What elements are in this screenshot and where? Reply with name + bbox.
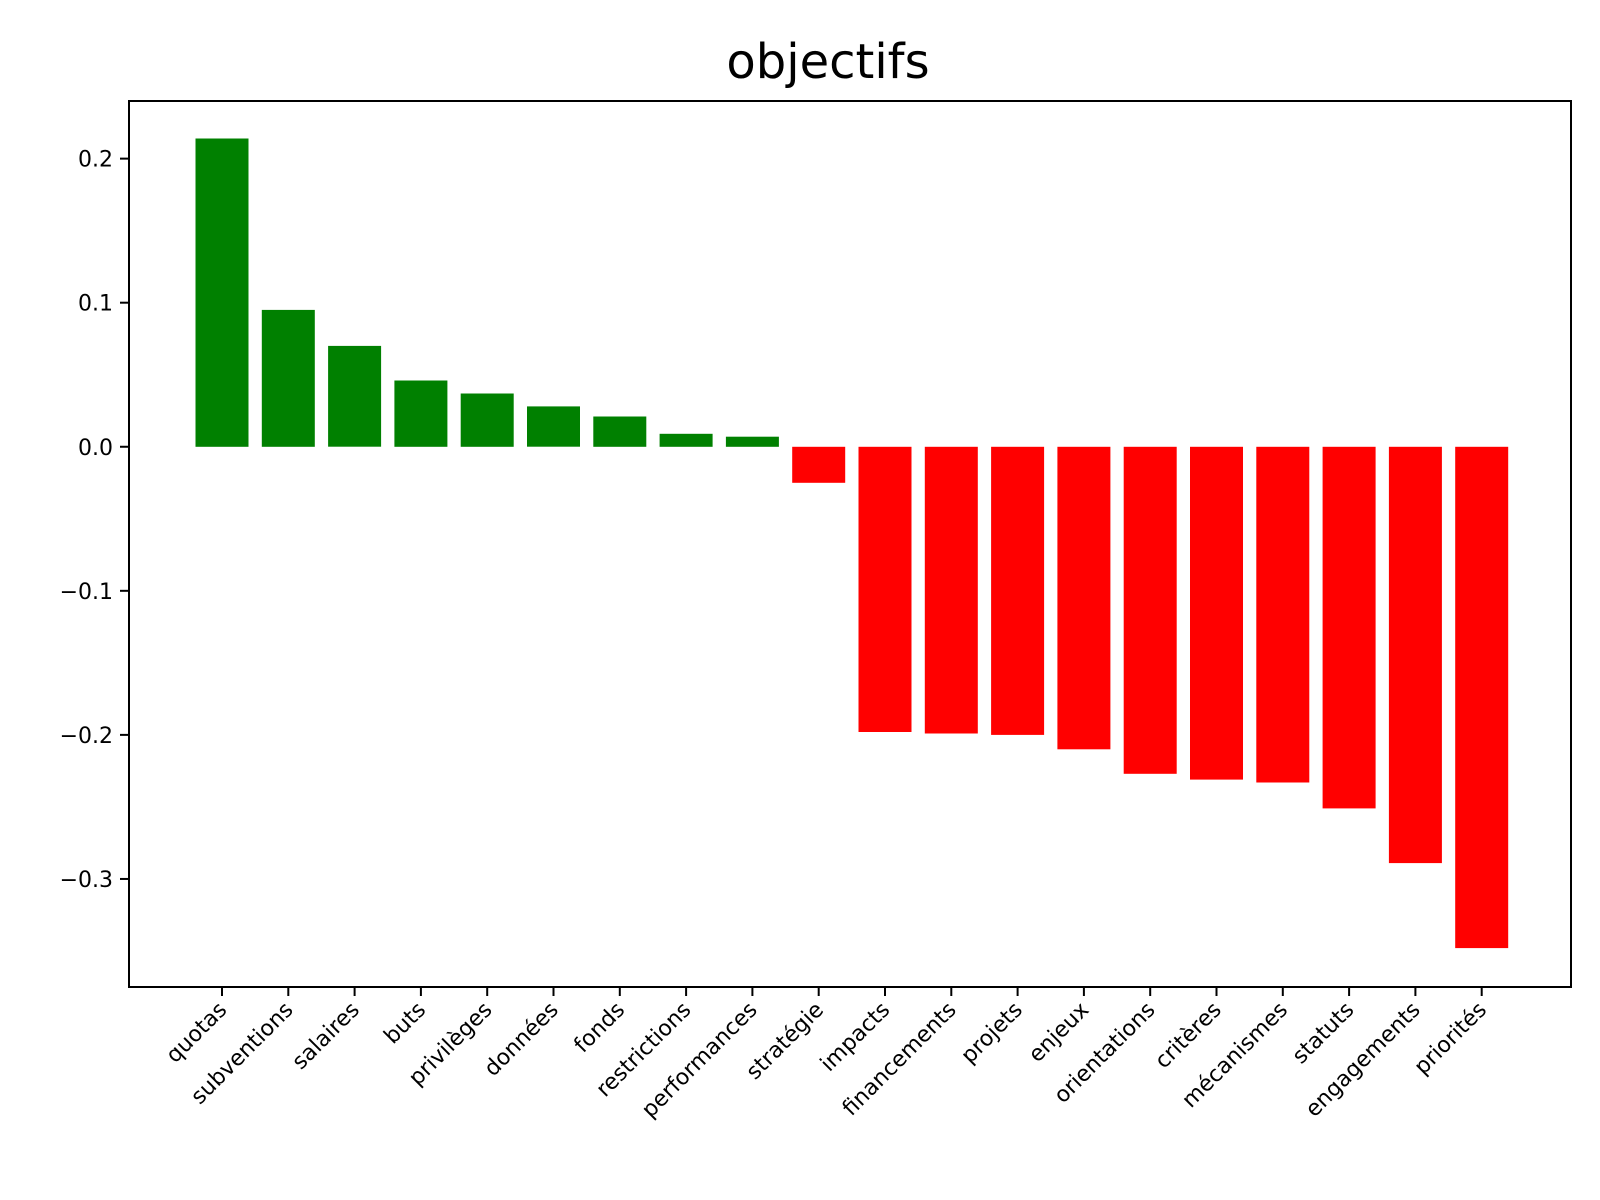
bar-2	[261, 309, 315, 447]
bar-16	[1190, 446, 1243, 780]
bar-15	[1123, 446, 1177, 774]
bar-7	[593, 416, 647, 447]
y-axis: 0.2 0.1 0.0 −0.1 −0.2 −0.3	[60, 148, 129, 893]
bar-13	[991, 446, 1045, 735]
chart-title: objectifs	[726, 34, 929, 90]
x-tick-label: salaires	[288, 998, 365, 1075]
bar-10	[792, 446, 846, 483]
x-tick-label: buts	[380, 998, 432, 1050]
x-tick-label: projets	[957, 998, 1028, 1069]
bars-layer	[195, 138, 1509, 949]
bar-12	[924, 446, 978, 734]
bar-20	[1455, 446, 1509, 949]
x-tick-label: performances	[637, 998, 762, 1123]
bar-6	[527, 406, 580, 447]
x-tick-label: engagements	[1301, 998, 1426, 1123]
bar-19	[1388, 446, 1442, 864]
x-tick-label: financements	[838, 998, 962, 1122]
y-tick-label: −0.2	[60, 724, 113, 749]
bar-3	[328, 345, 382, 447]
x-tick-label: fonds	[570, 998, 631, 1059]
y-tick-label: 0.2	[78, 148, 113, 173]
bar-14	[1057, 446, 1111, 750]
bar-9	[725, 436, 779, 447]
bar-17	[1256, 446, 1310, 783]
y-tick-label: −0.1	[60, 580, 113, 605]
y-tick-label: 0.0	[78, 436, 113, 461]
bar-11	[858, 446, 912, 732]
y-tick-label: −0.3	[60, 868, 113, 893]
bar-1	[195, 138, 249, 447]
bar-18	[1322, 446, 1376, 809]
y-tick-label: 0.1	[78, 292, 113, 317]
plot-frame	[128, 100, 1572, 988]
x-tick-label: priorités	[1410, 998, 1492, 1080]
bar-4	[394, 380, 448, 447]
bar-5	[460, 393, 514, 447]
bar-8	[659, 433, 713, 447]
